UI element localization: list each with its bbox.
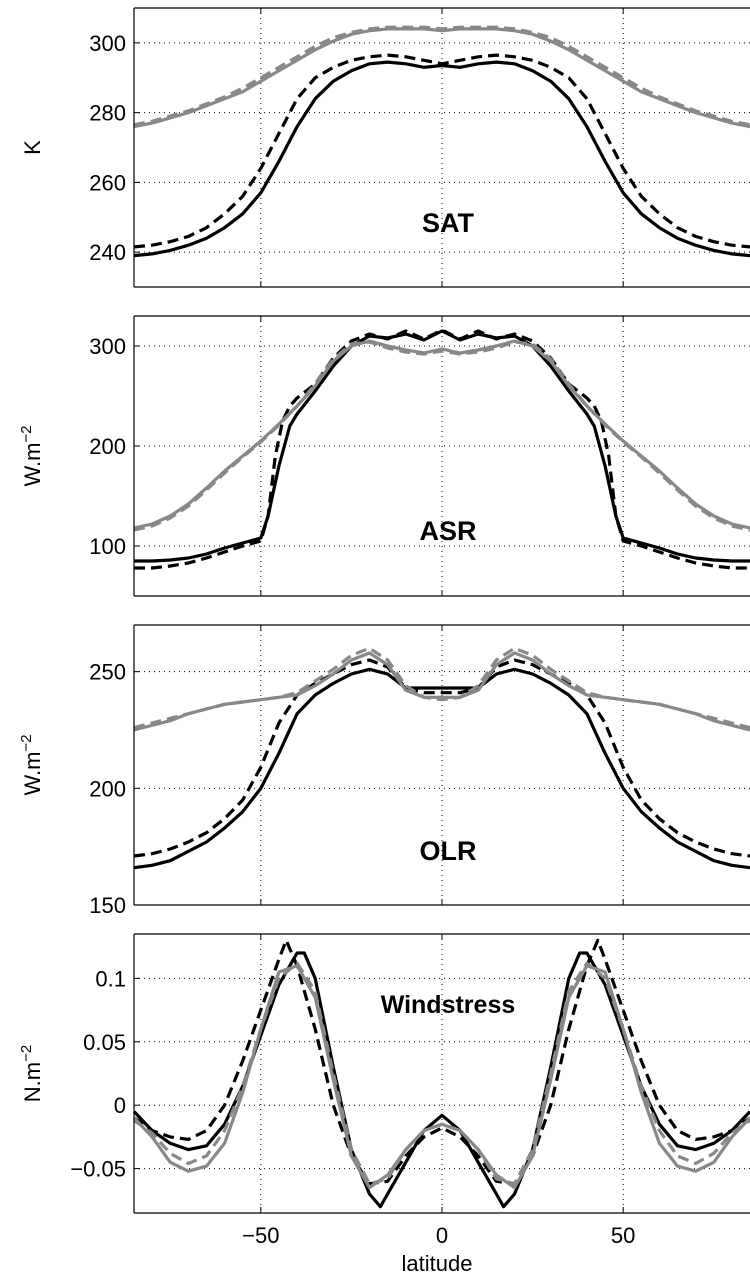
y-axis-label-exponent: −2 <box>18 1045 35 1062</box>
y-tick-label: 240 <box>89 240 126 265</box>
series-line-1 <box>134 328 750 570</box>
series-line-1 <box>133 658 750 858</box>
series-line-1 <box>133 938 750 1186</box>
y-tick-label: 300 <box>89 334 126 359</box>
y-axis-label-text: N.m <box>20 1062 45 1102</box>
panel-label: Windstress <box>381 991 516 1019</box>
series-line-0 <box>134 329 750 563</box>
y-tick-label: 0.1 <box>95 966 126 991</box>
y-tick-label: −0.05 <box>70 1157 126 1182</box>
y-tick-label: 250 <box>89 660 126 685</box>
y-axis-label: K <box>20 140 45 155</box>
series-line-3 <box>133 340 750 532</box>
panel-label: OLR <box>420 836 477 866</box>
x-tick-label: −50 <box>242 1223 279 1248</box>
y-tick-label: 260 <box>89 170 126 195</box>
y-tick-label: 0 <box>114 1093 126 1118</box>
x-tick-label: 0 <box>436 1223 448 1248</box>
y-tick-label: 200 <box>89 434 126 459</box>
series-line-0 <box>133 667 750 870</box>
y-tick-label: 0.05 <box>83 1030 126 1055</box>
y-tick-label: 100 <box>89 534 126 559</box>
panel-label: ASR <box>419 516 476 546</box>
panel-label: SAT <box>422 208 475 238</box>
panel-olr: 150 200 250 W.m−2 OLR <box>18 624 750 918</box>
panel-asr: 100 200 300 W.m−2 ASR <box>18 315 750 597</box>
y-axis-label-text: K <box>20 140 45 155</box>
panel-sat: 240 260 280 300 K SAT <box>20 7 750 288</box>
series-line-3 <box>133 25 750 127</box>
series-line-2 <box>133 27 750 129</box>
y-tick-label: 150 <box>89 893 126 918</box>
y-axis-label-exponent: −2 <box>18 734 35 751</box>
y-tick-label: 200 <box>89 776 126 801</box>
panel-windstress: −0.05 0 0.05 0.1 −50 0 50 N.m−2 latitude Windstre… <box>18 933 750 1276</box>
y-tick-label: 300 <box>89 31 126 56</box>
series-line-3 <box>133 961 750 1186</box>
series-line-2 <box>133 339 750 530</box>
series-line-0 <box>133 60 750 258</box>
x-axis-label: latitude <box>402 1251 473 1276</box>
y-axis-label-text: W.m <box>20 443 45 487</box>
y-axis-label-exponent: −2 <box>18 425 35 442</box>
y-axis-label: N.m−2 <box>18 1045 45 1102</box>
series-line-1 <box>133 53 750 249</box>
y-axis-label: W.m−2 <box>18 734 45 795</box>
y-tick-label: 280 <box>89 101 126 126</box>
y-axis-label: W.m−2 <box>18 425 45 486</box>
y-axis-label-text: W.m <box>20 752 45 796</box>
series-line-3 <box>133 646 750 730</box>
x-tick-label: 50 <box>611 1223 635 1248</box>
